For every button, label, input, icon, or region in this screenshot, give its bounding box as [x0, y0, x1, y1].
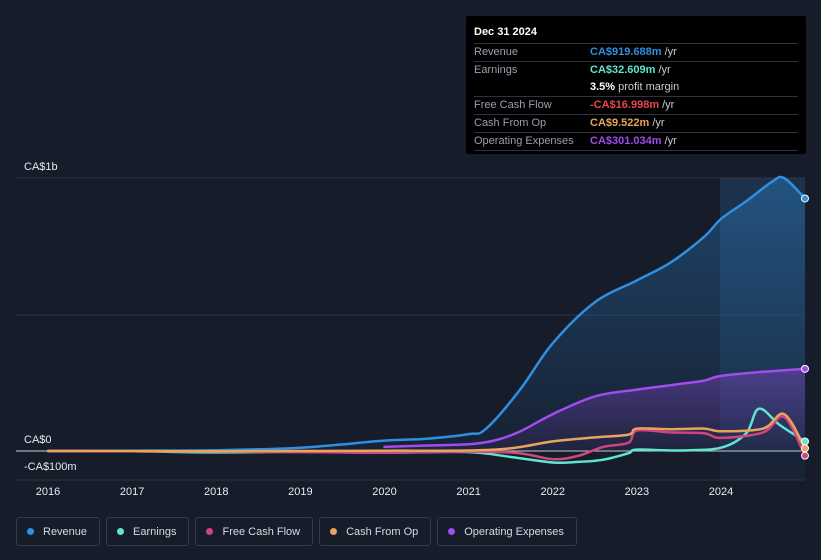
- legend-item-operating-expenses[interactable]: Operating Expenses: [437, 517, 577, 546]
- tooltip-row-fcf: Free Cash Flow -CA$16.998m /yr: [474, 97, 798, 115]
- tooltip-value: CA$9.522m: [590, 117, 650, 129]
- tooltip-value: CA$301.034m: [590, 135, 662, 147]
- series-line-operating-expenses: [383, 367, 807, 449]
- legend-label: Free Cash Flow: [222, 525, 301, 538]
- tooltip-value: CA$919.688m: [590, 46, 662, 58]
- tooltip-unit: /yr: [662, 99, 675, 111]
- series-line-revenue: [46, 175, 807, 453]
- series-endpoint-operating-expenses: [801, 364, 809, 373]
- tooltip-label: Revenue: [474, 46, 519, 58]
- tooltip-label: Operating Expenses: [474, 135, 574, 147]
- tooltip-row-margin: 3.5% profit margin: [474, 79, 798, 97]
- x-tick-label: 2017: [120, 486, 144, 498]
- legend-dot-icon: [206, 528, 214, 535]
- x-tick-label: 2018: [204, 486, 228, 498]
- legend-dot-icon: [330, 528, 338, 535]
- legend-item-free-cash-flow[interactable]: Free Cash Flow: [195, 517, 314, 546]
- legend-dot-icon: [448, 528, 456, 535]
- tooltip-value: 3.5%: [590, 81, 616, 93]
- tooltip-date: Dec 31 2024: [474, 24, 798, 44]
- tooltip-unit: profit margin: [618, 81, 680, 93]
- legend: Revenue Earnings Free Cash Flow Cash Fro…: [16, 517, 577, 546]
- y-label-zero: CA$0: [24, 434, 52, 446]
- legend-item-cash-from-op[interactable]: Cash From Op: [319, 517, 432, 546]
- legend-dot-icon: [27, 528, 34, 535]
- series-lines: [46, 175, 807, 465]
- tooltip-row-opex: Operating Expenses CA$301.034m /yr: [474, 133, 798, 151]
- tooltip-row-cfo: Cash From Op CA$9.522m /yr: [474, 115, 798, 133]
- x-tick-label: 2021: [456, 486, 480, 498]
- series-area-revenue: [48, 176, 805, 452]
- tooltip: Dec 31 2024 Revenue CA$919.688m /yr Earn…: [466, 16, 806, 154]
- tooltip-unit: /yr: [652, 117, 665, 129]
- tooltip-unit: /yr: [658, 64, 671, 76]
- tooltip-unit: /yr: [664, 135, 677, 147]
- chart: CA$1b CA$0 -CA$100m 2016 2017 2018 2019 2020…: [16, 161, 809, 498]
- tooltip-row-revenue: Revenue CA$919.688m /yr: [474, 44, 798, 62]
- legend-label: Cash From Op: [346, 525, 419, 538]
- series-endpoint-revenue: [801, 194, 809, 203]
- x-tick-label: 2023: [625, 486, 649, 498]
- series-line-cash-from-op: [46, 412, 807, 453]
- series-endpoint-earnings: [801, 437, 809, 446]
- legend-label: Revenue: [43, 525, 88, 538]
- series-endpoint-free-cash-flow: [801, 451, 809, 460]
- legend-dot-icon: [117, 528, 125, 535]
- x-tick-label: 2016: [36, 486, 60, 498]
- legend-label: Earnings: [133, 525, 177, 538]
- tooltip-label: [474, 79, 590, 96]
- series-fills: [48, 176, 805, 452]
- legend-item-revenue[interactable]: Revenue: [16, 517, 101, 546]
- y-label-bottom: -CA$100m: [24, 461, 77, 473]
- x-tick-label: 2020: [372, 486, 396, 498]
- tooltip-row-earnings: Earnings CA$32.609m /yr: [474, 62, 798, 79]
- tooltip-label: Earnings: [474, 64, 518, 76]
- series-area-operating-expenses: [384, 368, 805, 451]
- series-endpoint-cash-from-op: [801, 444, 809, 453]
- series-endpoints: [801, 194, 809, 460]
- legend-item-earnings[interactable]: Earnings: [106, 517, 190, 546]
- x-tick-label: 2024: [709, 486, 733, 498]
- tooltip-label: Free Cash Flow: [474, 99, 552, 111]
- tooltip-value: CA$32.609m: [590, 64, 656, 76]
- x-axis-ticks: 2016 2017 2018 2019 2020 2021 2022 2023 2024: [36, 486, 733, 498]
- legend-label: Operating Expenses: [464, 525, 564, 538]
- x-tick-label: 2022: [541, 486, 565, 498]
- tooltip-unit: /yr: [664, 46, 677, 58]
- y-label-top: CA$1b: [24, 161, 58, 173]
- tooltip-label: Cash From Op: [474, 117, 547, 129]
- x-tick-label: 2019: [288, 486, 312, 498]
- tooltip-value: -CA$16.998m: [590, 99, 660, 111]
